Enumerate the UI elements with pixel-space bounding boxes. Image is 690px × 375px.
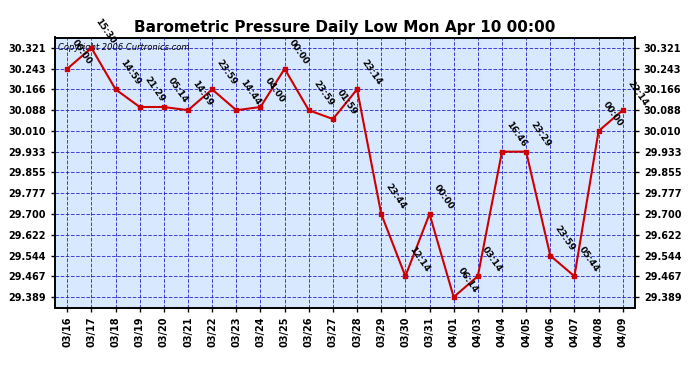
Text: 15:30: 15:30 bbox=[94, 16, 117, 45]
Text: 23:59: 23:59 bbox=[215, 58, 239, 87]
Text: 22:14: 22:14 bbox=[625, 79, 649, 107]
Text: 04:00: 04:00 bbox=[263, 76, 286, 104]
Text: 23:14: 23:14 bbox=[359, 58, 384, 87]
Title: Barometric Pressure Daily Low Mon Apr 10 00:00: Barometric Pressure Daily Low Mon Apr 10… bbox=[135, 20, 555, 35]
Text: 00:00: 00:00 bbox=[70, 38, 93, 66]
Text: 01:59: 01:59 bbox=[335, 88, 359, 116]
Text: 23:59: 23:59 bbox=[553, 224, 577, 253]
Text: 14:59: 14:59 bbox=[190, 78, 215, 107]
Text: Copyright 2006 Curtronics.com: Copyright 2006 Curtronics.com bbox=[58, 43, 190, 52]
Text: 23:59: 23:59 bbox=[311, 79, 335, 107]
Text: 03:14: 03:14 bbox=[480, 245, 504, 273]
Text: 05:14: 05:14 bbox=[166, 75, 190, 104]
Text: 14:59: 14:59 bbox=[118, 58, 142, 87]
Text: 05:44: 05:44 bbox=[577, 244, 601, 273]
Text: 00:00: 00:00 bbox=[287, 38, 310, 66]
Text: 12:14: 12:14 bbox=[408, 244, 432, 273]
Text: 06:14: 06:14 bbox=[456, 266, 480, 294]
Text: 00:00: 00:00 bbox=[432, 183, 455, 211]
Text: 23:29: 23:29 bbox=[529, 120, 553, 149]
Text: 14:44: 14:44 bbox=[239, 78, 263, 107]
Text: 16:46: 16:46 bbox=[504, 120, 529, 149]
Text: 21:29: 21:29 bbox=[142, 75, 166, 104]
Text: 00:00: 00:00 bbox=[601, 100, 624, 128]
Text: 23:44: 23:44 bbox=[384, 182, 408, 211]
